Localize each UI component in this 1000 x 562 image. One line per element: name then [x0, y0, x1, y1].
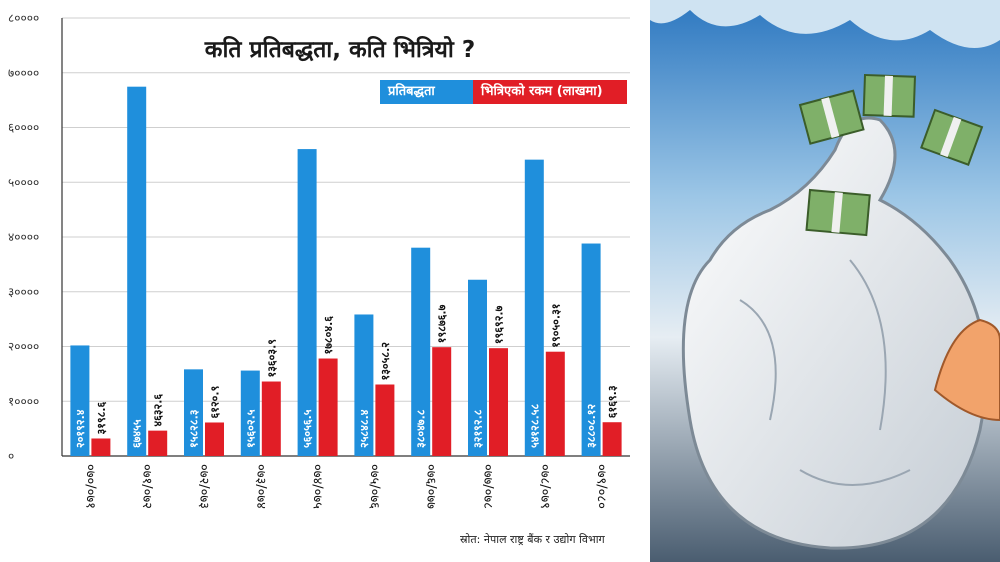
y-tick-label: ४०००० [8, 230, 39, 244]
label-commitment: १५६०२.५ [244, 409, 257, 448]
bar-disbursement [148, 430, 168, 456]
cash-bundle-right [920, 108, 984, 166]
cash-bundle-middle [805, 188, 871, 237]
label-disbursement: ३१९८.६ [95, 401, 108, 434]
label-commitment: ३८८०८.१२ [585, 404, 598, 448]
bars [70, 86, 622, 457]
bar-commitment [354, 314, 374, 456]
x-tick-label: ०७०/०७१ [82, 464, 97, 509]
label-commitment: ५४१२८.५८ [528, 404, 541, 448]
bag-fold-lines [739, 259, 911, 486]
label-disbursement: १३६०३.९ [265, 339, 278, 378]
bar-commitment [411, 247, 431, 456]
bar-commitment [127, 86, 147, 457]
x-tick-label: ०७१/०७२ [139, 464, 154, 509]
x-tick-label: ०७८/०७९ [537, 464, 552, 509]
label-disbursement: १७८०४.६ [322, 316, 335, 355]
cash-bundle-top [862, 73, 917, 118]
label-disbursement: १९६९२.७ [493, 305, 506, 344]
x-tick-label: ०७५/०७६ [366, 464, 381, 509]
cloud-shape [650, 0, 1000, 48]
chart-panel: ० १०००० २०००० ३०००० ४०००० ५०००० ६०००० ७०००० ८०००… [8, 11, 630, 546]
bar-disbursement [318, 358, 338, 456]
money-bag-illustration [650, 0, 1000, 562]
label-disbursement: ६१६९.३ [606, 385, 619, 418]
bar-disbursement [375, 384, 395, 456]
bar-disbursement [432, 347, 452, 456]
gridlines [62, 17, 630, 457]
label-disbursement: ४६३२.६ [152, 394, 165, 427]
legend-commitment: प्रतिबद्धता [380, 80, 474, 104]
label-commitment: २०१९२.४ [74, 409, 87, 448]
bar-chart: ० १०००० २०००० ३०००० ४०००० ५०००० ६०००० ७०००० ८०००… [8, 11, 630, 509]
x-tick-label: ०७६/०७७ [423, 464, 438, 509]
bar-commitment [468, 279, 487, 456]
label-commitment: २५८४८.४ [358, 409, 371, 448]
chart-title: कति प्रतिबद्धता, कति भित्रियो ? [204, 37, 476, 63]
label-disbursement: १३०५८.२ [379, 342, 392, 381]
bar-disbursement [261, 381, 281, 456]
y-tick-label: ६०००० [8, 121, 39, 135]
bar-commitment [240, 370, 260, 456]
bar-commitment [297, 149, 317, 456]
y-tick-label: २०००० [8, 340, 39, 354]
x-axis-labels: ०७०/०७१ ०७१/०७२ ०७२/०७३ ०७३/०७४ ०७४/०७५ ०७५/०… [82, 464, 608, 509]
y-tick-label: १०००० [8, 394, 39, 408]
value-labels: २०१९२.४ ३१९८.६ ६७४५५ ४६३२.६ १५८२८.३ ६१२०.९ १५६… [74, 303, 619, 448]
hand-shape [933, 318, 1000, 422]
label-commitment: ५६०५६.५ [301, 409, 314, 448]
label-commitment: ३२१९२.८ [472, 409, 485, 448]
label-disbursement: १९०५०.३१ [549, 303, 562, 347]
label-commitment: १५८२८.३ [188, 409, 201, 448]
bar-disbursement [602, 422, 622, 456]
cash-bundle-left [798, 89, 865, 145]
bar-commitment [581, 243, 601, 456]
bar-disbursement [205, 422, 224, 456]
x-tick-label: ०७२/०७३ [196, 464, 211, 509]
y-tick-label: ८०००० [8, 11, 39, 25]
x-tick-label: ०७७/०७८ [480, 464, 495, 509]
bag-shape [681, 116, 988, 550]
source-note: स्रोत: नेपाल राष्ट्र बैंक र उद्योग विभाग [460, 533, 605, 546]
bar-commitment [524, 159, 544, 456]
bar-disbursement [489, 348, 508, 456]
y-tick-label: ० [8, 449, 14, 463]
label-commitment: ३८०४७.८ [415, 409, 428, 448]
x-tick-label: ०७९/०८० [594, 464, 609, 509]
label-disbursement: ६१२०.९ [209, 385, 222, 418]
bar-commitment [184, 369, 203, 456]
label-disbursement: १९८७६.७ [436, 304, 449, 343]
y-tick-label: ७०००० [8, 66, 39, 80]
x-tick-label: ०७३/०७४ [253, 464, 268, 509]
bar-disbursement [545, 351, 565, 456]
y-tick-label: ५०००० [8, 175, 39, 189]
x-tick-label: ०७४/०७५ [310, 464, 325, 509]
legend-disbursement: भित्रिएको रकम (लाखमा) [473, 80, 627, 104]
label-commitment: ६७४५५ [131, 419, 144, 448]
bar-disbursement [91, 438, 111, 456]
bar-commitment [70, 345, 90, 456]
y-tick-label: ३०००० [8, 285, 39, 299]
